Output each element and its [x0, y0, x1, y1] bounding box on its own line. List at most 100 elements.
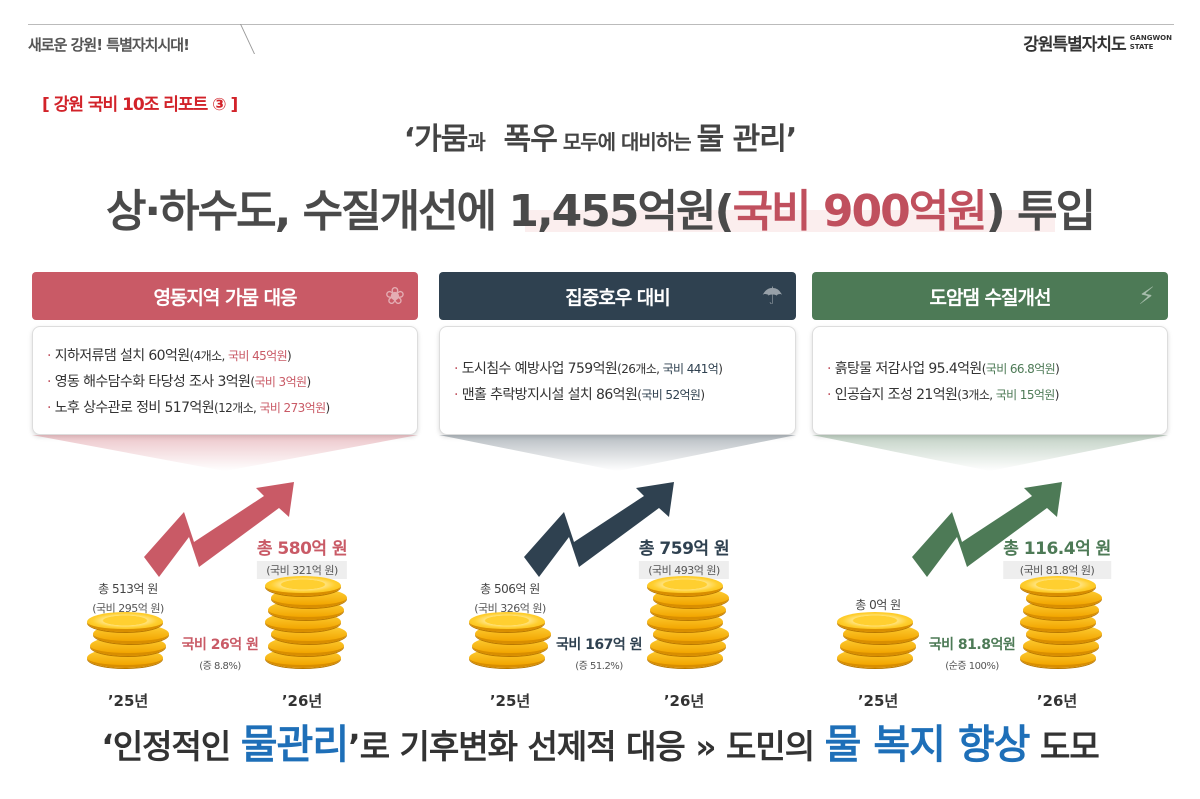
item-text: 도시침수 예방사업 759억원	[461, 360, 618, 377]
logo-en: GANGWON STATE	[1130, 34, 1172, 52]
detail-gov: 국비 441억	[662, 361, 719, 376]
list-item: · 도시침수 예방사업 759억원(26개소, 국비 441억)	[454, 358, 795, 378]
coin-stack-icon	[647, 564, 729, 668]
rain-cloud-icon: ☂	[761, 282, 782, 310]
increase-label: 국비 167억 원 (증 51.2%)	[556, 634, 643, 672]
y25-total: 총 506억 원	[480, 582, 540, 596]
panel-rain: 집중호우 대비 ☂ · 도시침수 예방사업 759억원(26개소, 국비 441억)…	[439, 272, 796, 710]
y26-label: 총 580억 원 (국비 321억 원)	[256, 534, 348, 579]
slogan-b: 물관리	[240, 722, 349, 768]
increase-amount: 국비 167억 원	[556, 637, 643, 653]
y26-gov: (국비 321억 원)	[256, 561, 348, 579]
list-item: · 흙탕물 저감사업 95.4억원(국비 66.8억원)	[827, 358, 1167, 378]
bullet: ·	[827, 360, 835, 377]
y25-total: 총 513억 원	[98, 582, 158, 596]
logo-en-2: STATE	[1129, 42, 1154, 51]
year-25: ’25년	[857, 692, 899, 710]
item-text: 노후 상수관로 정비 517억원	[54, 399, 215, 416]
list-item: · 맨홀 추락방지시설 설치 86억원(국비 52억원)	[454, 384, 795, 404]
detail-gov: 국비 3억원	[254, 374, 307, 389]
panel-header: 영동지역 가뭄 대응 ❀	[32, 272, 418, 320]
detail-gov: 국비 52억원	[641, 387, 701, 402]
coin-icon	[265, 576, 341, 596]
y26-total: 총 759억 원	[638, 539, 730, 559]
logo-en-1: GANGWON	[1129, 33, 1172, 42]
detail-gov: 국비 15억원	[995, 387, 1056, 402]
increase-amount: 국비 26억 원	[181, 637, 259, 653]
detail-a: (4개소,	[189, 348, 228, 363]
detail-gov: 국비 273억원	[259, 400, 326, 415]
coin-stack-icon	[837, 600, 919, 668]
slogan-d: 물 복지 향상	[824, 722, 1031, 768]
header-slash	[240, 24, 255, 54]
slogan-c: ’로 기후변화 선제적 대응 » 도민의	[348, 727, 825, 766]
trend-arrow-icon	[144, 482, 294, 577]
item-detail: (국비 66.8억원)	[982, 361, 1060, 376]
trend-arrow-icon	[912, 482, 1062, 577]
coin-icon	[1020, 576, 1096, 596]
detail-a: (3개소,	[957, 387, 996, 402]
year-26: ’26년	[663, 692, 705, 710]
bullet: ·	[827, 386, 835, 403]
coin-icon	[87, 612, 163, 632]
dam-icon: ⚡	[1138, 282, 1155, 310]
panel-items: · 흙탕물 저감사업 95.4억원(국비 66.8억원) · 인공습지 조성 21…	[812, 326, 1168, 435]
page-title: 상·하수도, 수질개선에 1,455억원(국비 900억원) 투입	[0, 175, 1200, 239]
detail-c: )	[325, 400, 331, 415]
title-highlight: 국비 900억원	[732, 186, 988, 237]
pointer-triangle	[439, 435, 796, 471]
pointer-triangle	[812, 435, 1168, 471]
slogan-e: 도모	[1029, 727, 1100, 766]
subtitle: ‘가뭄과 폭우 모두에 대비하는 물 관리’	[0, 114, 1200, 158]
detail-c: )	[718, 361, 723, 376]
item-detail: (국비 3억원)	[250, 374, 311, 389]
detail-gov: 국비 45억원	[227, 348, 288, 363]
detail-c: )	[1054, 387, 1060, 402]
header-divider	[28, 24, 1174, 25]
quote-close: ’	[785, 122, 797, 157]
item-text: 인공습지 조성 21억원	[834, 386, 958, 403]
increase-rate: (증 51.2%)	[575, 661, 623, 672]
year-26: ’26년	[281, 692, 323, 710]
title-end: ) 투입	[985, 186, 1096, 237]
increase-rate: (순증 100%)	[945, 661, 999, 672]
y26-total: 총 580억 원	[256, 539, 348, 559]
y25-total: 총 0억 원	[855, 598, 901, 612]
year-26: ’26년	[1036, 692, 1078, 710]
item-detail: (4개소, 국비 45억원)	[190, 349, 292, 363]
subtitle-particle: 과	[467, 130, 485, 154]
bullet: ·	[47, 399, 55, 416]
item-text: 흙탕물 저감사업 95.4억원	[834, 360, 983, 377]
panel-dam: 도암댐 수질개선 ⚡ · 흙탕물 저감사업 95.4억원(국비 66.8억원) · 인…	[812, 272, 1168, 710]
detail-c: )	[306, 374, 311, 389]
coin-icon	[647, 576, 723, 596]
report-label: [ 강원 국비 10조 리포트 ③ ]	[42, 95, 238, 115]
subtitle-water: 물 관리	[696, 122, 787, 157]
bullet: ·	[454, 386, 462, 403]
slogan-a: ‘인정적인	[101, 727, 241, 766]
item-detail: (국비 52억원)	[637, 387, 705, 402]
detail-c: )	[1055, 361, 1060, 376]
slogan: ‘인정적인 물관리’로 기후변화 선제적 대응 » 도민의 물 복지 향상 도모	[0, 712, 1200, 770]
panel-title: 도암댐 수질개선	[929, 286, 1052, 309]
year-25: ’25년	[489, 692, 531, 710]
item-text: 지하저류댐 설치 60억원	[54, 347, 190, 364]
tagline: 새로운 강원! 특별자치시대!	[28, 36, 190, 54]
panel-header: 도암댐 수질개선 ⚡	[812, 272, 1168, 320]
list-item: · 인공습지 조성 21억원(3개소, 국비 15억원)	[827, 384, 1167, 404]
quote-open: ‘	[403, 122, 415, 157]
increase-amount: 국비 81.8억원	[928, 637, 1016, 653]
subtitle-rain: 폭우	[503, 122, 558, 157]
subtitle-middle: 모두에 대비하는	[556, 130, 697, 154]
panel-items: · 도시침수 예방사업 759억원(26개소, 국비 441억) · 맨홀 추락방…	[439, 326, 796, 435]
coin-stack-icon	[87, 600, 169, 668]
gangwon-logo: 강원특별자치도 GANGWON STATE	[1023, 30, 1172, 56]
y26-gov: (국비 493억 원)	[638, 561, 730, 579]
list-item: · 지하저류댐 설치 60억원(4개소, 국비 45억원)	[47, 345, 417, 365]
pointer-triangle	[32, 435, 418, 471]
logo-text: 강원특별자치도	[1023, 35, 1126, 55]
item-text: 영동 해수담수화 타당성 조사 3억원	[54, 373, 251, 390]
year-25: ’25년	[107, 692, 149, 710]
list-item: · 노후 상수관로 정비 517억원(12개소, 국비 273억원)	[47, 397, 417, 417]
detail-a: (26개소,	[617, 361, 663, 376]
